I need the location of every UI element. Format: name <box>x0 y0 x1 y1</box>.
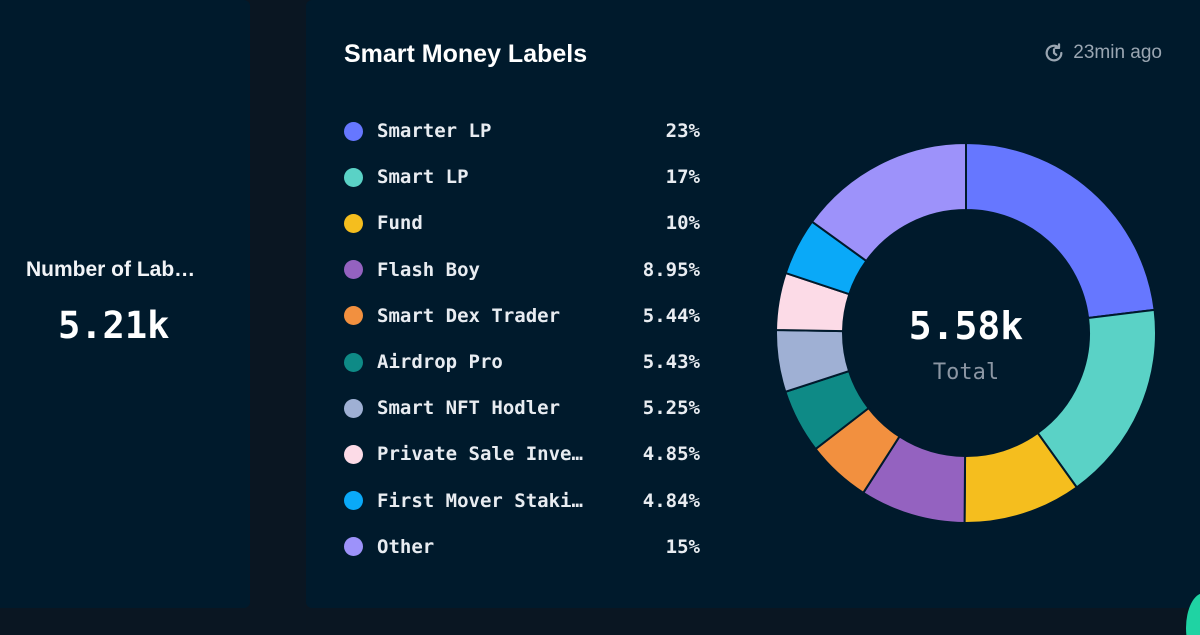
legend-value: 5.44% <box>642 304 700 327</box>
legend-item[interactable]: Smarter LP 23% <box>344 108 700 154</box>
donut-center-value: 5.58k <box>909 304 1024 348</box>
legend-item[interactable]: Airdrop Pro 5.43% <box>344 339 700 385</box>
legend-value: 15% <box>665 535 700 558</box>
smart-money-labels-card: Smart Money Labels 23min ago Smarter LP 2… <box>306 0 1200 608</box>
legend-value: 8.95% <box>642 258 700 281</box>
legend-swatch <box>344 121 363 141</box>
legend-label: Fund <box>377 212 423 235</box>
legend-value: 10% <box>665 212 700 235</box>
legend-label: Smart LP <box>377 166 469 189</box>
legend-value: 5.43% <box>642 351 700 374</box>
legend-value: 4.84% <box>642 489 700 512</box>
legend-swatch <box>344 213 363 233</box>
legend-label: Smart Dex Trader <box>377 304 561 327</box>
last-updated[interactable]: 23min ago <box>1043 42 1162 64</box>
legend-label: First Mover Staki… <box>377 489 583 512</box>
number-of-labels-card: Number of Lab… 5.21k <box>0 0 250 608</box>
legend-swatch <box>344 444 363 464</box>
legend-swatch <box>344 352 363 372</box>
legend-value: 17% <box>665 166 700 189</box>
donut-slice-other[interactable] <box>810 143 967 263</box>
chart-legend: Smarter LP 23% Smart LP 17% Fund 10% Flash Boy… <box>344 108 700 570</box>
legend-swatch <box>344 491 363 511</box>
legend-value: 4.85% <box>642 443 700 466</box>
number-of-labels-title: Number of Lab… <box>26 258 196 281</box>
legend-value: 23% <box>665 120 700 143</box>
legend-label: Smart NFT Hodler <box>377 397 561 420</box>
legend-item[interactable]: Smart LP 17% <box>344 154 700 200</box>
legend-swatch <box>344 260 363 280</box>
donut-slice-smarter-lp[interactable] <box>965 143 1156 320</box>
legend-label: Private Sale Inve… <box>377 443 583 466</box>
legend-item[interactable]: Flash Boy 8.95% <box>344 247 700 293</box>
legend-value: 5.25% <box>642 397 700 420</box>
legend-label: Other <box>377 535 435 558</box>
legend-swatch <box>344 167 363 187</box>
legend-label: Airdrop Pro <box>377 351 503 374</box>
legend-item[interactable]: First Mover Staki… 4.84% <box>344 478 700 524</box>
legend-swatch <box>344 398 363 418</box>
legend-swatch <box>344 306 363 326</box>
legend-label: Flash Boy <box>377 258 480 281</box>
number-of-labels-value: 5.21k <box>58 304 170 347</box>
legend-item[interactable]: Smart NFT Hodler 5.25% <box>344 385 700 431</box>
legend-item[interactable]: Other 15% <box>344 524 700 570</box>
legend-item[interactable]: Private Sale Inve… 4.85% <box>344 431 700 477</box>
legend-item[interactable]: Smart Dex Trader 5.44% <box>344 293 700 339</box>
donut-chart: 5.58k Total <box>776 143 1156 523</box>
legend-item[interactable]: Fund 10% <box>344 200 700 246</box>
legend-swatch <box>344 537 363 557</box>
card-title: Smart Money Labels <box>344 40 588 68</box>
donut-center-label: Total <box>933 360 999 385</box>
refresh-clock-icon[interactable] <box>1043 42 1065 64</box>
last-updated-text: 23min ago <box>1073 42 1162 63</box>
legend-label: Smarter LP <box>377 120 492 143</box>
